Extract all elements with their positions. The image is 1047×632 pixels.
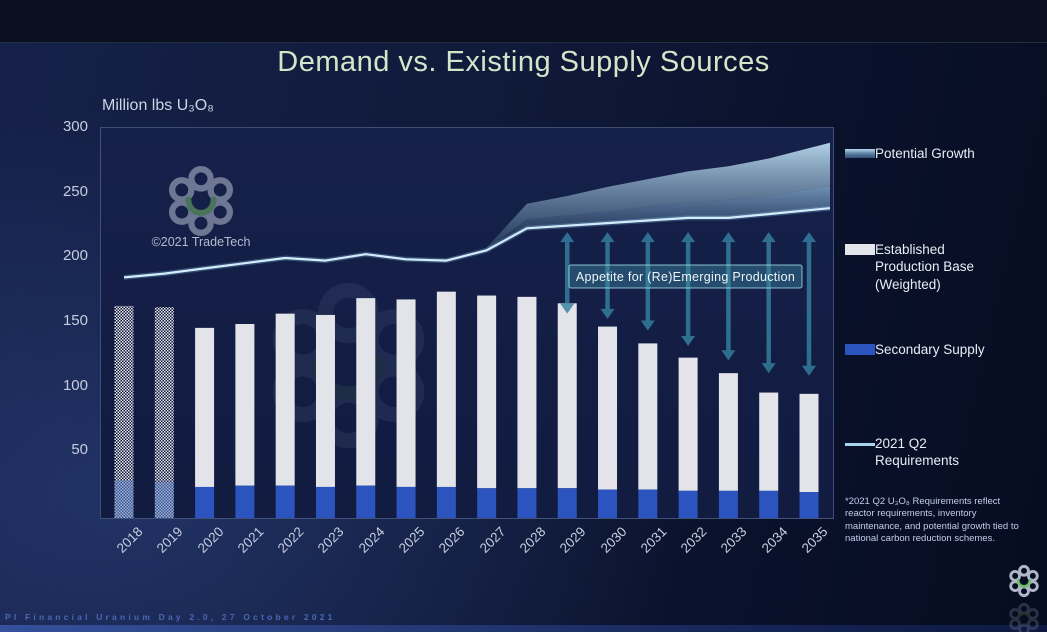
potential-growth-swatch [845,149,875,158]
gap-arrow-2031 [640,232,655,331]
legend-item-potential-growth: Potential Growth [845,145,975,162]
bar-2034 [759,392,779,518]
potential-growth-band [486,142,830,251]
bar-2033 [718,373,738,518]
x-tick-label: 2033 [718,524,751,556]
gap-arrow-2030 [600,232,615,319]
bar-2019 [154,307,174,518]
y-tick-label: 100 [62,376,88,394]
x-tick-label: 2026 [436,524,468,556]
requirements-line-swatch [845,443,875,446]
bar-2029 [557,303,577,518]
tradetech-logo-icon [1009,564,1039,598]
gap-arrow-2034 [761,232,776,374]
bar-2025 [396,299,416,518]
x-tick-label: 2025 [395,524,428,556]
legend-label: Secondary Supply [875,342,985,357]
x-tick-label: 2018 [113,524,146,556]
bar-2023 [315,314,335,518]
bar-2030 [598,326,618,518]
gap-arrow-2033 [721,232,736,361]
x-tick-label: 2023 [315,524,348,556]
bar-2026 [436,291,456,518]
bar-2035 [799,393,819,518]
y-axis-unit-label: Million lbs U₃O₈ [102,97,214,114]
footer-caption: PI Financial Uranium Day 2.0, 27 October… [5,612,336,622]
y-tick-label: 200 [62,247,88,265]
footnote: *2021 Q2 U₃O₈ Requirements reflect react… [845,496,1019,545]
supply-bars [114,291,819,518]
secondary-supply-swatch [845,344,875,355]
x-tick-label: 2032 [677,524,710,556]
x-tick-label: 2031 [637,524,670,556]
chart-plot-area: ©2021 TradeTech Appetite for (Re)Emergin… [100,127,834,519]
watermark-caption: ©2021 TradeTech [152,235,251,249]
x-tick-label: 2028 [516,524,549,556]
x-tick-label: 2020 [194,524,227,556]
x-tick-label: 2027 [476,524,509,556]
legend-label: 2021 Q2 Requirements [875,436,960,469]
x-tick-label: 2021 [234,524,267,556]
x-tick-label: 2019 [154,524,186,556]
annotation-label: Appetite for (Re)Emerging Production [576,270,795,284]
bar-2027 [477,295,497,518]
x-tick-label: 2034 [758,524,791,556]
bar-2018 [114,305,134,518]
top-strip [0,0,1047,43]
y-tick-label: 250 [62,182,88,200]
page-title: Demand vs. Existing Supply Sources [277,46,770,78]
bar-2024 [356,298,376,518]
gap-arrow-2032 [681,232,696,346]
gap-arrow-2029 [560,232,575,314]
legend-label: Established Production Base (Weighted) [875,242,975,292]
requirements-line [123,205,831,280]
y-tick-label: 50 [71,441,88,459]
tradetech-logo-reflection [1009,602,1039,632]
x-tick-label: 2030 [597,524,630,556]
x-tick-label: 2022 [274,524,307,556]
legend-label: Potential Growth [875,146,975,161]
corner-logo [1009,564,1039,632]
tradetech-logo-watermark-large [280,290,417,441]
gap-arrow-2035 [801,232,816,376]
bar-2020 [195,327,215,518]
bar-2022 [275,313,295,518]
bottom-accent-bar [0,625,1047,632]
legend-item-secondary: Secondary Supply [845,341,985,358]
x-tick-label: 2024 [355,524,388,556]
bar-2031 [638,343,658,518]
established-swatch [845,244,875,255]
legend-item-requirements: 2021 Q2 Requirements [845,435,995,470]
bar-2028 [517,296,537,518]
legend-item-established: Established Production Base (Weighted) [845,241,1005,293]
annotation-box [568,264,803,289]
y-tick-label: 150 [62,312,88,329]
y-tick-label: 300 [62,118,88,135]
bar-2032 [678,357,698,518]
x-tick-label: 2029 [556,524,589,556]
bar-2021 [235,324,255,518]
tradetech-logo-watermark [172,169,230,233]
supply-gap-arrows [560,232,816,376]
annotation-group: Appetite for (Re)Emerging Production [568,264,803,289]
x-tick-label: 2035 [798,524,831,556]
